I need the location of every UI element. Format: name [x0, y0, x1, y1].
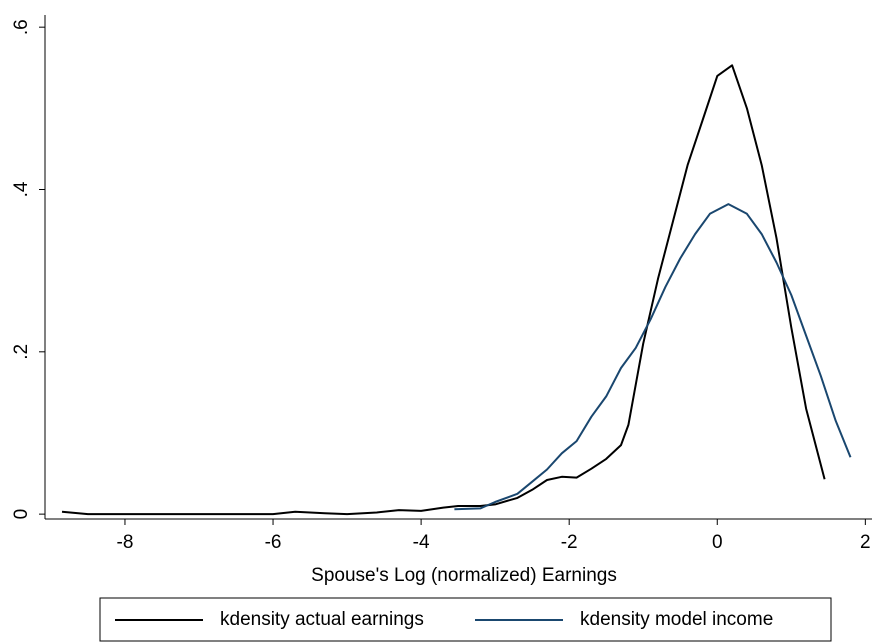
legend-label: kdensity actual earnings [220, 609, 424, 630]
y-tick-label: 0 [11, 509, 32, 520]
x-tick-label: -8 [117, 532, 134, 553]
x-tick-label: 2 [860, 532, 871, 553]
x-tick-label: -4 [413, 532, 430, 553]
x-tick-label: -2 [561, 532, 578, 553]
y-tick-label: .4 [11, 181, 32, 197]
y-tick-label: .2 [11, 344, 32, 360]
legend-label: kdensity model income [580, 609, 773, 630]
x-tick-label: -6 [265, 532, 282, 553]
x-axis-label: Spouse's Log (normalized) Earnings [311, 565, 617, 586]
density-line [61, 64, 826, 516]
y-tick-label: .6 [11, 19, 32, 35]
density-line [454, 203, 852, 511]
x-tick-label: 0 [712, 532, 723, 553]
legend-box [99, 597, 832, 642]
